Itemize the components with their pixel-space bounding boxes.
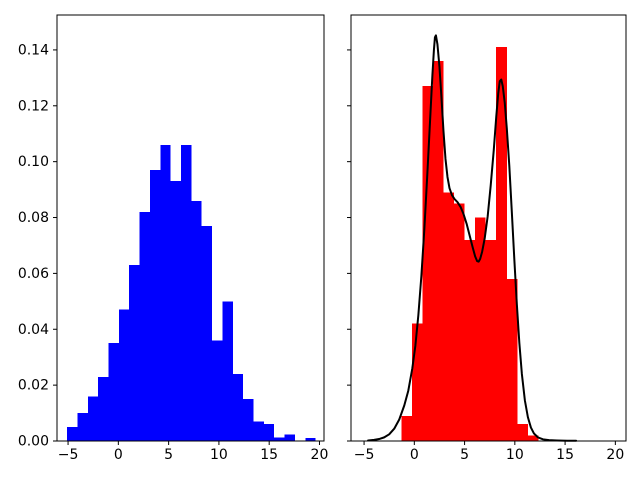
histogram-bar <box>454 203 465 441</box>
histogram-bar <box>305 437 316 441</box>
x-tick-label: 0 <box>410 447 419 463</box>
x-tick-label: 5 <box>460 447 469 463</box>
histogram-bar <box>212 340 223 441</box>
x-tick-label: −5 <box>58 447 79 463</box>
histogram-bar <box>160 144 171 441</box>
x-tick-label: 0 <box>114 447 123 463</box>
y-tick-label: 0.04 <box>18 322 49 338</box>
y-tick-label: 0.00 <box>18 434 49 450</box>
histogram-bar <box>464 239 476 441</box>
histogram-bar <box>67 427 78 441</box>
x-tick-label: 15 <box>260 447 278 463</box>
x-tick-label: 20 <box>311 447 329 463</box>
histogram-bar <box>263 424 275 441</box>
left-histogram-panel: −5 0 5 10 15 200.000.020.040.060.080.100.120.… <box>18 14 329 463</box>
histogram-bar <box>129 265 140 441</box>
histogram-bar <box>149 170 161 442</box>
histogram-bar <box>401 415 412 441</box>
y-tick-label: 0.02 <box>18 378 49 394</box>
histogram-bar <box>485 239 497 441</box>
x-axis: −5 0 5 10 15 20 <box>58 441 329 463</box>
histogram-bar <box>108 343 119 441</box>
histogram-bar <box>284 434 295 441</box>
x-tick-label: 15 <box>556 447 574 463</box>
histogram-bar <box>181 144 192 441</box>
y-tick-label: 0.12 <box>18 98 49 114</box>
x-tick-label: −5 <box>354 447 375 463</box>
histogram-bar <box>517 424 528 441</box>
histogram-bar <box>274 437 285 441</box>
kde-curve <box>367 34 578 442</box>
x-axis: −5 0 5 10 15 20 <box>354 441 624 463</box>
histogram-bar <box>170 181 181 441</box>
histogram-bars <box>67 144 316 442</box>
x-tick-label: 20 <box>606 447 624 463</box>
x-tick-label: 10 <box>506 447 524 463</box>
histogram-bar <box>77 413 88 441</box>
histogram-bar <box>411 323 423 441</box>
histogram-bars <box>401 47 539 442</box>
y-tick-label: 0.14 <box>18 42 49 58</box>
histogram-bar <box>222 301 233 441</box>
histogram-bar <box>87 396 99 441</box>
y-axis <box>347 49 351 442</box>
y-tick-label: 0.08 <box>18 210 49 226</box>
histogram-bar <box>506 278 518 441</box>
histogram-bar <box>201 225 213 441</box>
histogram-bar <box>232 373 244 441</box>
y-tick-label: 0.06 <box>18 266 49 282</box>
axes-frame <box>350 14 627 442</box>
histogram-bar <box>253 421 264 441</box>
histogram-bar <box>475 217 486 441</box>
axes-frame <box>56 14 325 442</box>
histogram-bar <box>191 200 202 441</box>
histogram-bar <box>432 61 444 442</box>
histogram-bar <box>443 192 455 441</box>
histogram-bar <box>139 211 150 441</box>
histogram-bar <box>496 47 507 442</box>
x-tick-label: 10 <box>210 447 228 463</box>
histogram-bar <box>98 376 109 441</box>
y-tick-label: 0.10 <box>18 154 49 170</box>
right-histogram-kde-panel: −5 0 5 10 15 20 <box>347 14 627 463</box>
histogram-bar <box>243 399 254 441</box>
histogram-bar <box>422 86 433 441</box>
histogram-bar <box>118 309 130 441</box>
x-tick-label: 5 <box>164 447 173 463</box>
histogram-bar <box>527 435 539 441</box>
y-axis: 0.00 0.02 0.04 0.06 0.08 0.10 0.12 0.14 <box>18 42 57 450</box>
